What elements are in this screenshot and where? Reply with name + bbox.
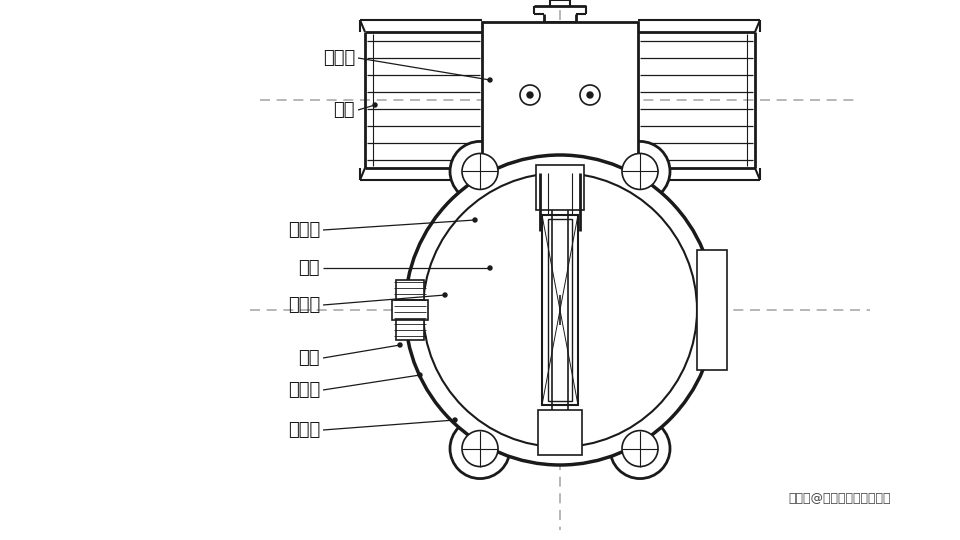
Circle shape (462, 430, 498, 467)
Bar (482, 22, 638, 178)
Bar (396, 280, 424, 300)
Circle shape (622, 153, 658, 190)
Circle shape (488, 266, 492, 270)
Text: 弹簧: 弹簧 (333, 101, 355, 119)
Circle shape (398, 343, 402, 347)
Bar (536, 165, 584, 210)
Circle shape (587, 92, 593, 98)
Text: 下轴套: 下轴套 (288, 421, 320, 439)
Text: 搜狐号@德特森阀门知识讲堂: 搜狐号@德特森阀门知识讲堂 (789, 491, 891, 504)
Circle shape (527, 92, 533, 98)
Bar (542, 215, 578, 405)
Bar (396, 320, 424, 340)
Circle shape (473, 218, 477, 222)
Text: 上阀体: 上阀体 (288, 296, 320, 314)
Circle shape (610, 141, 670, 201)
Circle shape (610, 418, 670, 478)
Circle shape (405, 155, 715, 465)
Bar (392, 300, 428, 320)
Text: 下阀体: 下阀体 (288, 381, 320, 399)
Circle shape (450, 141, 510, 201)
Bar (548, 219, 572, 401)
Circle shape (622, 430, 658, 467)
Text: 执行器: 执行器 (323, 49, 355, 67)
Circle shape (443, 293, 447, 297)
Circle shape (423, 173, 697, 447)
Text: 蝶板: 蝶板 (299, 259, 320, 277)
Bar (538, 410, 582, 455)
Circle shape (453, 418, 457, 422)
Text: 上轴套: 上轴套 (288, 221, 320, 239)
Circle shape (373, 103, 377, 107)
Circle shape (520, 85, 540, 105)
Circle shape (488, 78, 492, 82)
Circle shape (580, 85, 600, 105)
Circle shape (450, 418, 510, 478)
Circle shape (418, 373, 422, 377)
Text: 联钉: 联钉 (299, 349, 320, 367)
Bar (697, 250, 727, 370)
Circle shape (462, 153, 498, 190)
